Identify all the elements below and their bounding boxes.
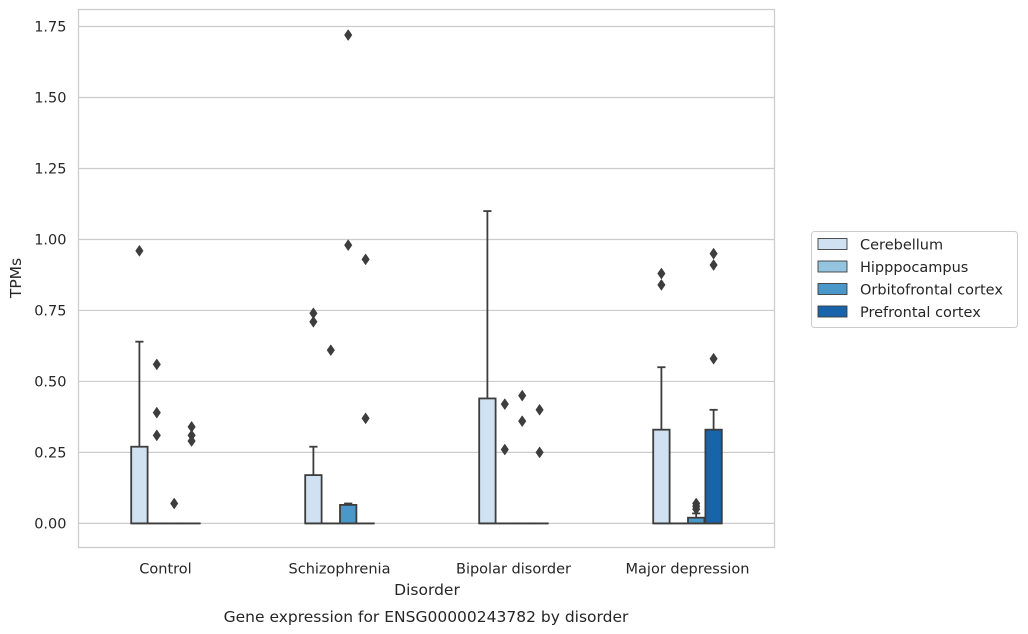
box-body — [304, 474, 323, 525]
plot-area-frame — [77, 8, 776, 549]
outlier-point — [309, 315, 318, 328]
box-hipppocampus — [147, 358, 166, 525]
x-tick-label: Bipolar disorder — [456, 562, 571, 578]
legend-swatch — [817, 283, 848, 295]
y-tick-label: 0.00 — [34, 516, 66, 532]
legend-label: Cerebellum — [860, 238, 943, 254]
box-cerebellum — [478, 210, 497, 525]
outlier-point — [361, 253, 370, 266]
y-tick-label: 0.50 — [34, 374, 66, 390]
outlier-point — [657, 278, 666, 291]
outlier-point — [152, 406, 161, 419]
outlier-point — [518, 415, 527, 428]
y-tick-label: 1.25 — [34, 161, 66, 177]
box-body — [339, 504, 358, 525]
legend-frame — [811, 231, 1018, 328]
y-tick-label: 1.75 — [34, 20, 66, 36]
figure-caption: Gene expression for ENSG00000243782 by d… — [224, 608, 629, 626]
outlier-point — [709, 259, 718, 271]
legend: Cerebellum Hipppocampus Orbitofrontal cort… — [811, 231, 1018, 328]
box-cerebellum — [130, 244, 149, 525]
y-tick-label: 1.00 — [34, 232, 66, 248]
y-tick-labels: 0.00 0.25 0.50 0.75 1.00 1.25 1.50 1.75 — [34, 20, 66, 533]
box-cerebellum — [652, 267, 671, 525]
outlier-point — [518, 389, 527, 402]
box-body — [652, 428, 671, 525]
outlier-point — [692, 503, 701, 516]
outlier-point — [344, 29, 353, 41]
box-marks — [130, 29, 723, 525]
box-orbitofrontal-cortex — [339, 29, 358, 525]
outlier-point — [500, 443, 509, 456]
legend-label: Orbitofrontal cortex — [860, 283, 1003, 299]
x-tick-label: Schizophrenia — [289, 562, 391, 578]
box-prefrontal-cortex — [704, 247, 723, 525]
legend-swatch — [817, 238, 848, 250]
box-orbitofrontal-cortex — [687, 497, 706, 525]
outlier-point — [361, 412, 370, 425]
box-hipppocampus — [495, 398, 514, 525]
outlier-point — [344, 239, 353, 252]
legend-label: Hipppocampus — [860, 260, 968, 276]
outlier-point — [500, 398, 509, 411]
outlier-point — [152, 429, 161, 442]
box-prefrontal-cortex — [356, 253, 375, 525]
box-hipppocampus — [321, 344, 340, 525]
legend-swatch — [817, 305, 848, 318]
outlier-point — [152, 358, 161, 371]
outlier-point — [657, 267, 666, 280]
box-body — [478, 397, 497, 525]
box-orbitofrontal-cortex — [165, 497, 184, 525]
box-orbitofrontal-cortex — [513, 389, 532, 525]
x-tick-label: Major depression — [626, 562, 750, 578]
x-tick-label: Control — [139, 562, 191, 578]
y-tick-label: 0.75 — [34, 303, 66, 319]
box-prefrontal-cortex — [182, 420, 201, 525]
outlier-point — [326, 344, 335, 357]
x-axis-label: Disorder — [394, 581, 460, 599]
x-tick-labels: Control Schizophrenia Bipolar disorder Majo… — [139, 562, 749, 578]
y-tick-label: 0.25 — [34, 445, 66, 461]
box-cerebellum — [304, 307, 323, 525]
outlier-point — [170, 497, 179, 510]
box-body — [704, 428, 723, 525]
outlier-point — [187, 435, 196, 447]
box-body — [130, 445, 149, 525]
y-axis-label: TPMs — [7, 258, 25, 299]
outlier-point — [135, 244, 144, 257]
outlier-point — [535, 403, 544, 416]
grid-lines — [78, 25, 775, 524]
y-tick-label: 1.50 — [34, 91, 66, 107]
box-prefrontal-cortex — [530, 403, 549, 525]
legend-label: Prefrontal cortex — [860, 305, 981, 321]
outlier-point — [709, 247, 718, 260]
outlier-point — [535, 446, 544, 459]
outlier-point — [709, 352, 718, 365]
legend-swatch — [817, 260, 848, 273]
